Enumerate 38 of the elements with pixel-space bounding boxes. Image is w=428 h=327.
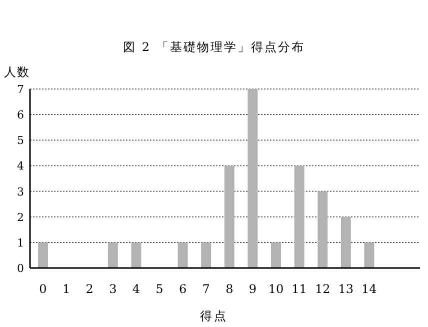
x-tick-label: 6	[178, 282, 187, 296]
x-tick-label: 7	[202, 282, 210, 296]
y-tick-label: 7	[17, 83, 24, 96]
y-axis-title: 人数	[4, 65, 30, 79]
bar	[108, 242, 118, 268]
bar	[364, 242, 374, 268]
x-tick-label: 3	[109, 282, 117, 296]
y-tick-label: 2	[17, 210, 24, 224]
bar	[178, 242, 188, 268]
x-tick-label: 11	[292, 282, 307, 296]
bar	[224, 166, 234, 268]
x-tick-label: 12	[314, 282, 330, 296]
x-tick-label: 5	[156, 282, 164, 296]
x-tick-label: 9	[248, 282, 257, 296]
x-tick-label: 13	[338, 282, 354, 296]
chart-title: 図 2 「基礎物理学」得点分布	[123, 40, 305, 54]
bar	[340, 216, 351, 268]
x-tick-label: 8	[226, 282, 234, 296]
x-tick-label: 0	[39, 282, 47, 296]
y-tick-label: 3	[17, 185, 24, 198]
bar	[248, 89, 258, 268]
y-tick-label: 4	[17, 160, 24, 173]
x-axis-title: 得点	[200, 309, 228, 323]
x-tick-label: 4	[132, 282, 140, 296]
y-tick-label: 6	[17, 108, 24, 122]
x-tick-label: 14	[362, 282, 378, 296]
bar	[318, 191, 328, 268]
x-tick-label: 1	[62, 282, 70, 296]
x-tick-label: 2	[86, 282, 94, 296]
bar	[294, 166, 304, 268]
x-tick-label: 10	[268, 282, 284, 296]
y-tick-label: 5	[17, 134, 24, 148]
y-tick-label: 1	[17, 236, 24, 250]
bar	[131, 242, 142, 268]
bar	[38, 242, 48, 268]
bar	[271, 242, 281, 268]
y-tick-label: 0	[17, 262, 24, 275]
bar	[201, 242, 212, 268]
